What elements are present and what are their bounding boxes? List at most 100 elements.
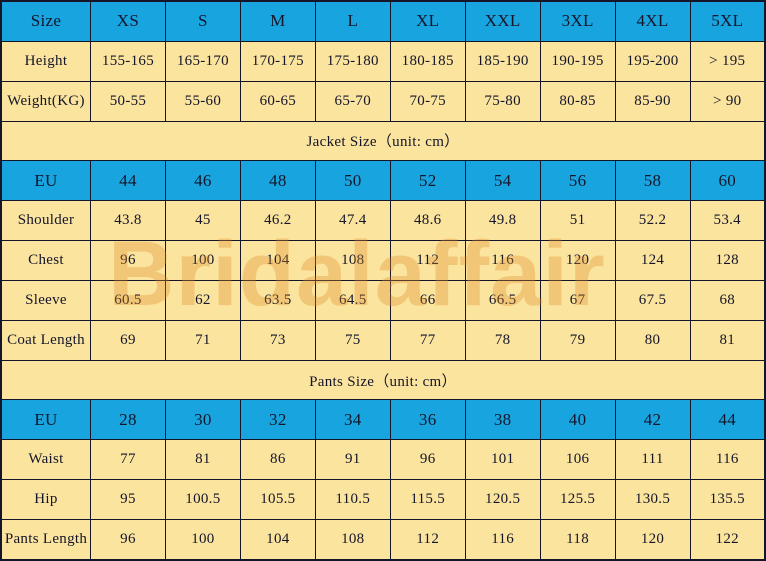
value-cell: 125.5	[539, 479, 616, 520]
value-cell: 190-195	[539, 40, 616, 82]
value-cell: 180-185	[389, 40, 466, 82]
section-header-row: Jacket Size（unit: cm）	[0, 120, 766, 162]
section-title: Pants Size（unit: cm）	[0, 359, 766, 401]
value-cell: 60	[689, 160, 766, 202]
value-cell: 91	[314, 439, 391, 481]
value-cell: 50-55	[90, 80, 166, 122]
value-cell: 5XL	[689, 0, 766, 42]
value-cell: 105.5	[239, 479, 316, 520]
value-cell: 46	[164, 160, 241, 202]
value-cell: XS	[90, 0, 166, 42]
value-cell: 96	[389, 439, 466, 481]
value-cell: 77	[90, 439, 166, 481]
value-cell: 95	[90, 479, 166, 520]
value-cell: 32	[239, 399, 316, 441]
value-cell: 101	[464, 439, 541, 481]
value-cell: 64.5	[314, 279, 391, 321]
value-cell: 86	[239, 439, 316, 481]
value-cell: 185-190	[464, 40, 541, 82]
data-row: Pants Length 96 100 104 108 112 116 118 120 122	[0, 518, 766, 561]
value-cell: 112	[389, 240, 466, 281]
row-label-cell: EU	[0, 160, 91, 202]
value-cell: 116	[689, 439, 766, 481]
value-cell: 63.5	[239, 279, 316, 321]
data-row: Shoulder 43.8 45 46.2 47.4 48.6 49.8 51 52.2 53.4	[0, 200, 766, 242]
value-cell: 104	[239, 518, 316, 561]
value-cell: 80	[614, 319, 691, 361]
value-cell: 195-200	[614, 40, 691, 82]
value-cell: 53.4	[689, 200, 766, 242]
value-cell: 100	[164, 240, 241, 281]
data-row: Weight(KG) 50-55 55-60 60-65 65-70 70-75 75-80…	[0, 80, 766, 122]
value-cell: XXL	[464, 0, 541, 42]
value-cell: 28	[90, 399, 166, 441]
section-header-row: Pants Size（unit: cm）	[0, 359, 766, 401]
value-cell: 60.5	[90, 279, 166, 321]
value-cell: 50	[314, 160, 391, 202]
value-cell: 71	[164, 319, 241, 361]
value-cell: 165-170	[164, 40, 241, 82]
value-cell: 58	[614, 160, 691, 202]
value-cell: 36	[389, 399, 466, 441]
value-cell: 112	[389, 518, 466, 561]
value-cell: 104	[239, 240, 316, 281]
value-cell: XL	[389, 0, 466, 42]
value-cell: S	[164, 0, 241, 42]
data-row: Sleeve 60.5 62 63.5 64.5 66 66.5 67 67.5 68	[0, 279, 766, 321]
size-header-row: Size XS S M L XL XXL 3XL 4XL 5XL	[0, 0, 766, 42]
row-label-cell: Waist	[0, 439, 91, 481]
value-cell: 4XL	[614, 0, 691, 42]
value-cell: 62	[164, 279, 241, 321]
value-cell: 55-60	[164, 80, 241, 122]
value-cell: 3XL	[539, 0, 616, 42]
value-cell: 78	[464, 319, 541, 361]
value-cell: 38	[464, 399, 541, 441]
value-cell: 96	[90, 240, 166, 281]
value-cell: 96	[90, 518, 166, 561]
value-cell: 170-175	[239, 40, 316, 82]
data-row: Height 155-165 165-170 170-175 175-180 180-18…	[0, 40, 766, 82]
value-cell: 155-165	[90, 40, 166, 82]
value-cell: 75-80	[464, 80, 541, 122]
value-cell: 130.5	[614, 479, 691, 520]
value-cell: > 195	[689, 40, 766, 82]
data-row: Hip 95 100.5 105.5 110.5 115.5 120.5 125.5 130.5…	[0, 479, 766, 520]
value-cell: 49.8	[464, 200, 541, 242]
value-cell: 44	[689, 399, 766, 441]
value-cell: 100	[164, 518, 241, 561]
value-cell: 60-65	[239, 80, 316, 122]
value-cell: 67.5	[614, 279, 691, 321]
value-cell: 30	[164, 399, 241, 441]
value-cell: 124	[614, 240, 691, 281]
value-cell: 120.5	[464, 479, 541, 520]
value-cell: 52	[389, 160, 466, 202]
value-cell: 110.5	[314, 479, 391, 520]
value-cell: 69	[90, 319, 166, 361]
value-cell: 48	[239, 160, 316, 202]
value-cell: 128	[689, 240, 766, 281]
value-cell: 175-180	[314, 40, 391, 82]
value-cell: 34	[314, 399, 391, 441]
value-cell: 111	[614, 439, 691, 481]
value-cell: 118	[539, 518, 616, 561]
size-header-row: EU 44 46 48 50 52 54 56 58 60	[0, 160, 766, 202]
row-label-cell: Sleeve	[0, 279, 91, 321]
value-cell: 67	[539, 279, 616, 321]
value-cell: 51	[539, 200, 616, 242]
value-cell: 116	[464, 518, 541, 561]
value-cell: M	[239, 0, 316, 42]
value-cell: 135.5	[689, 479, 766, 520]
value-cell: 108	[314, 240, 391, 281]
value-cell: 70-75	[389, 80, 466, 122]
data-row: Waist 77 81 86 91 96 101 106 111 116	[0, 439, 766, 481]
value-cell: 106	[539, 439, 616, 481]
value-cell: 42	[614, 399, 691, 441]
value-cell: 46.2	[239, 200, 316, 242]
size-header-row: EU 28 30 32 34 36 38 40 42 44	[0, 399, 766, 441]
value-cell: 66.5	[464, 279, 541, 321]
value-cell: 56	[539, 160, 616, 202]
value-cell: 85-90	[614, 80, 691, 122]
value-cell: 81	[164, 439, 241, 481]
value-cell: 77	[389, 319, 466, 361]
